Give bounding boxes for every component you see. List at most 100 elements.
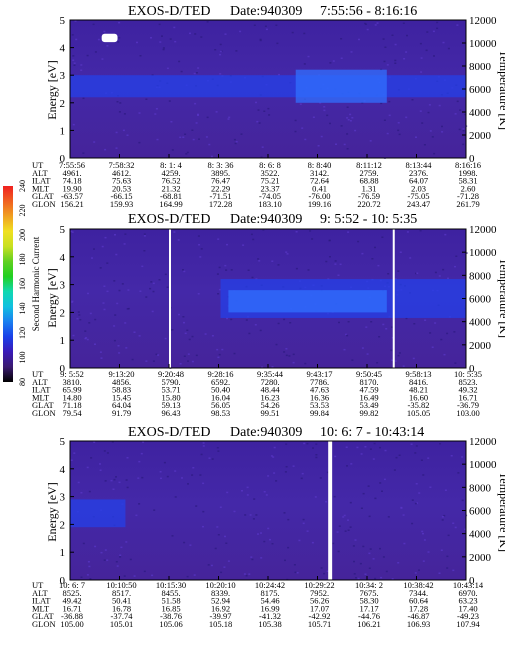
- panel-2-temperature-label: Temperature [K]: [497, 258, 505, 338]
- speckle: [77, 481, 80, 484]
- speckle: [464, 528, 467, 530]
- speckle: [403, 542, 406, 545]
- ephemeris-value: 51.58: [161, 596, 180, 606]
- speckle: [462, 143, 465, 146]
- speckle: [184, 332, 187, 335]
- speckle: [162, 48, 165, 51]
- ephemeris-value: 64.07: [409, 176, 428, 186]
- ephemeris-value: 47.63: [310, 385, 329, 395]
- speckle: [198, 138, 200, 140]
- speckle: [333, 495, 336, 498]
- speckle: [160, 477, 162, 480]
- panel-2-time-range: 9: 5:52 - 10: 5:35: [320, 212, 417, 227]
- speckle: [402, 365, 405, 367]
- speckle: [118, 352, 121, 354]
- speckle: [217, 450, 220, 452]
- ephemeris-value: 47.59: [359, 385, 378, 395]
- speckle: [271, 543, 274, 545]
- speckle: [221, 348, 224, 351]
- speckle: [166, 67, 169, 70]
- ephemeris-value: 2759.: [359, 168, 378, 178]
- speckle: [337, 550, 340, 553]
- speckle: [220, 571, 223, 574]
- speckle: [173, 26, 176, 29]
- speckle: [397, 129, 400, 132]
- speckle: [379, 547, 381, 550]
- ephemeris-value: 8455.: [161, 588, 180, 598]
- speckle: [347, 519, 349, 521]
- speckle: [399, 251, 402, 253]
- ephemeris-value: 107.94: [456, 619, 480, 629]
- speckle: [154, 113, 157, 115]
- ephemeris-value: 58.31: [458, 176, 477, 186]
- speckle: [349, 501, 352, 504]
- speckle: [204, 333, 207, 335]
- ephemeris-value: 17.28: [409, 603, 428, 613]
- speckle: [152, 290, 155, 293]
- energy-tick-label: 3: [60, 280, 66, 292]
- ephemeris-value: 8:16:16: [455, 160, 481, 170]
- speckle: [315, 454, 318, 456]
- speckle: [164, 337, 167, 340]
- speckle: [138, 141, 141, 144]
- speckle: [179, 363, 182, 365]
- speckle: [441, 516, 444, 518]
- speckle: [268, 114, 271, 116]
- ephemeris-value: 50.40: [211, 385, 230, 395]
- speckle: [352, 545, 355, 547]
- speckle: [143, 250, 146, 252]
- speckle: [438, 572, 441, 574]
- speckle: [208, 143, 211, 146]
- ephemeris-value: 8339.: [211, 588, 230, 598]
- speckle: [70, 459, 73, 461]
- speckle: [195, 354, 198, 357]
- intensity-band: [228, 290, 387, 313]
- ephemeris-value: 7786.: [310, 377, 329, 387]
- speckle: [227, 560, 230, 562]
- speckle: [386, 132, 389, 135]
- speckle: [104, 148, 107, 151]
- speckle: [181, 477, 183, 479]
- speckle: [103, 450, 106, 452]
- speckle: [380, 68, 383, 71]
- speckle: [323, 109, 326, 112]
- speckle: [394, 360, 397, 362]
- speckle: [303, 63, 306, 65]
- speckle: [206, 21, 209, 23]
- speckle: [346, 133, 349, 135]
- speckle: [438, 275, 441, 277]
- colorbar-ticks: 80 100 120 140 160 180 200 220 240: [18, 180, 27, 386]
- speckle: [106, 45, 109, 47]
- speckle: [151, 574, 154, 577]
- speckle: [388, 100, 391, 103]
- data-gap: [169, 229, 171, 368]
- energy-tick-label: 4: [60, 464, 66, 476]
- speckle: [192, 138, 195, 141]
- ephemeris-value: 71.18: [62, 400, 81, 410]
- colorbar: 80 100 120 140 160 180 200 220 240 Second Harmon…: [3, 180, 41, 386]
- ephemeris-value: 16.49: [359, 392, 378, 402]
- ephemeris-value: 19.90: [62, 183, 81, 193]
- ephemeris-value: 7:55:56: [59, 160, 85, 170]
- speckle: [259, 38, 262, 41]
- ephemeris-value: 16.36: [310, 392, 329, 402]
- ephemeris-value: 15.80: [161, 392, 180, 402]
- speckle: [372, 458, 375, 460]
- speckle: [406, 34, 408, 37]
- panel-3-energy-axis: 0 1 2 3 4 5: [60, 436, 74, 587]
- ephemeris-value: 106.93: [407, 619, 430, 629]
- ephemeris-value: 10:15:30: [156, 580, 186, 590]
- speckle: [347, 321, 350, 323]
- panel-2-plot-area: [69, 228, 468, 369]
- colorbar-label: Second Harmonic Current: [31, 236, 41, 331]
- speckle: [427, 111, 430, 114]
- speckle: [353, 573, 356, 575]
- speckle: [73, 452, 76, 454]
- speckle: [347, 529, 350, 531]
- speckle: [258, 260, 261, 262]
- speckle: [127, 307, 130, 310]
- ephemeris-value: -49.23: [457, 611, 479, 621]
- ephemeris-value: 54.26: [260, 400, 279, 410]
